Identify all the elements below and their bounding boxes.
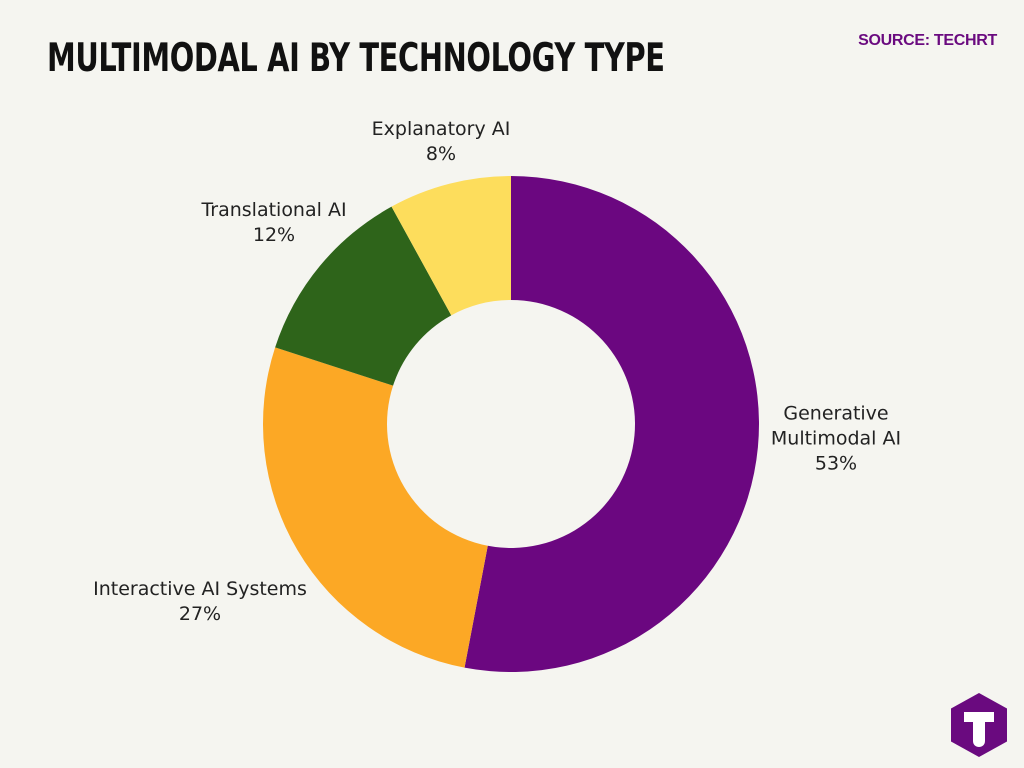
chart-title: MULTIMODAL AI BY TECHNOLOGY TYPE [47,36,665,81]
slice-value-label: 8% [426,143,456,165]
slice-value-label: 27% [179,603,221,625]
slice-labels: Generative Multimodal AI 53% Interactive AI… [93,118,901,625]
slice-interactive-ai-systems [263,347,488,668]
logo-t-glyph [964,712,994,747]
source-label: SOURCE: TECHRT [858,32,997,49]
slice-generative-multimodal-ai [464,176,759,672]
slice-explanatory-ai [391,176,511,316]
donut-slices [263,176,759,672]
slice-category-label: Generative [783,403,888,425]
slice-translational-ai [275,206,452,386]
slice-category-label: Translational AI [200,199,346,221]
slice-category-label: Explanatory AI [372,118,511,140]
slice-category-label: Interactive AI Systems [93,578,307,600]
slice-value-label: 12% [253,224,295,246]
slice-category-label: Multimodal AI [771,428,901,450]
slice-value-label: 53% [815,453,857,475]
techrt-t-logo-icon [951,693,1007,757]
